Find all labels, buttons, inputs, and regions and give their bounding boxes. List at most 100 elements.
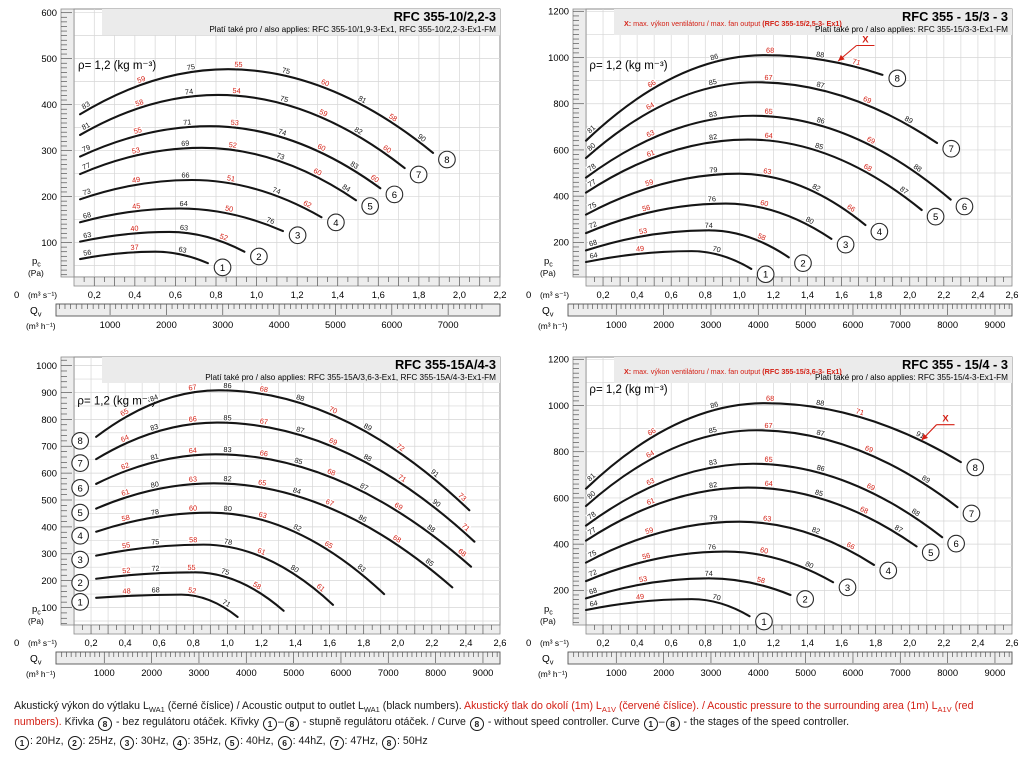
- curve-number-circle: [71, 573, 90, 592]
- curve-label: 75: [281, 65, 291, 76]
- fan-curve-1: [95, 593, 239, 618]
- curve-label: 83: [708, 109, 718, 119]
- x-axis-unit: (m³ s⁻¹): [540, 290, 569, 300]
- caption-segment-red: Akustický tlak do okolí (1m) L: [464, 700, 602, 712]
- curve-number-2: 2: [250, 247, 268, 266]
- y-tick-label: 900: [41, 387, 57, 398]
- curve-number-circle: [71, 526, 90, 545]
- curve-number-circle: [71, 431, 90, 450]
- curve-label: 86: [816, 115, 826, 126]
- curve-label: 52: [122, 566, 131, 576]
- curve-label: 75: [220, 566, 230, 577]
- curve-label: 54: [232, 86, 241, 96]
- curve-label: 58: [756, 575, 766, 586]
- curve-label: 76: [708, 542, 716, 551]
- qv-tick-label: 3000: [189, 667, 210, 678]
- x-zero-label: 0: [14, 638, 19, 649]
- curve-label: 60: [759, 198, 769, 209]
- curve-number-circle: [888, 69, 907, 88]
- curve-number-text: 1: [761, 617, 766, 628]
- curve-label: 53: [131, 145, 141, 156]
- caption-segment: –: [658, 716, 665, 729]
- fan-curve-1: [584, 250, 753, 270]
- qv-axis: [58, 304, 483, 315]
- qv-tick-label: 1000: [606, 667, 627, 678]
- x-tick-label: 2,0: [903, 289, 916, 300]
- curve-number-circle: [955, 197, 974, 216]
- curve-label: 63: [178, 244, 188, 255]
- x-zero-label: 0: [526, 290, 531, 301]
- x-tick-label: 0,6: [665, 289, 678, 300]
- qv-tick-label: 4000: [269, 319, 290, 330]
- x-axis: [594, 277, 1004, 286]
- curve-number-circle: [250, 247, 268, 266]
- caption-segment: : 35Hz,: [187, 735, 225, 748]
- qv-axis-band: [55, 303, 501, 317]
- x-tick-label: 1,4: [331, 289, 344, 300]
- x-tick-label: 1,4: [801, 289, 814, 300]
- curve-number-circle: [838, 578, 857, 597]
- curve-number-circle: [947, 534, 965, 553]
- caption-segment: Křivka: [61, 716, 98, 729]
- fan-curve-4: [79, 178, 323, 219]
- chart-element: v: [550, 310, 554, 319]
- qv-tick-label: 5000: [283, 667, 304, 678]
- y-tick-label: 100: [41, 602, 57, 613]
- curve-label: 60: [759, 545, 769, 555]
- curve-number-5: 5: [926, 207, 945, 226]
- chart-element: c: [37, 610, 41, 617]
- curve-number-circle: [794, 254, 812, 273]
- curve-number-text: 4: [78, 531, 83, 542]
- qv-tick-label: 6000: [381, 319, 402, 330]
- curve-number-text: 8: [895, 74, 900, 85]
- plot-area: [585, 8, 1013, 278]
- chart-element: p: [32, 256, 37, 267]
- y-tick-label: 300: [41, 548, 57, 559]
- fan-curve-3: [584, 550, 835, 584]
- qv-tick-label: 1000: [94, 667, 115, 678]
- qv-tick-label: 1000: [100, 319, 121, 330]
- x-tick-label: 2,2: [937, 637, 950, 648]
- curve-label: 63: [82, 230, 92, 240]
- fan-curve-8: [79, 68, 435, 154]
- curve-number-text: 1: [78, 597, 83, 608]
- curve-label: 80: [223, 504, 232, 514]
- y-axis: [61, 12, 72, 276]
- curve-number-5: 5: [361, 197, 380, 215]
- curve-label: 85: [708, 425, 718, 436]
- y-axis-ruler: [572, 8, 587, 278]
- chart-element: (RFC 355-15/2,5-3- Ex1): [762, 19, 842, 28]
- y-tick-label: 1000: [548, 52, 569, 63]
- curve-number-text: 7: [416, 170, 421, 181]
- curve-number-2: 2: [796, 590, 815, 608]
- qv-tick-label: 1000: [606, 319, 627, 330]
- fan-curve-8: [584, 54, 884, 142]
- y-tick-label: 1200: [548, 6, 569, 17]
- curve-ref-badge: 6: [277, 736, 292, 751]
- x-tick-label: 0,2: [597, 289, 610, 300]
- y-tick-label: 800: [41, 414, 57, 425]
- curve-label: 58: [121, 513, 131, 524]
- marker-arrowhead: [838, 54, 845, 61]
- x-tick-label: 1,8: [869, 637, 882, 648]
- curve-number-text: 3: [78, 555, 83, 566]
- qv-tick-label: 7000: [890, 667, 911, 678]
- curve-label: 66: [259, 448, 268, 458]
- qv-axis-name: Qv: [542, 654, 554, 667]
- chart-title: RFC 355 - 15/4 - 3: [902, 357, 1008, 372]
- curve-number-2: 2: [71, 573, 90, 592]
- qv-axis-band: [55, 651, 501, 665]
- fan-curve-6: [95, 453, 473, 568]
- fan-curve-2: [584, 577, 792, 600]
- y-tick-label: 600: [553, 144, 569, 155]
- curve-ref-badge: 8: [382, 736, 397, 751]
- curve-number-circle: [71, 550, 90, 569]
- curve-ref-badge: 8: [469, 717, 484, 732]
- x-tick-label: 0,2: [597, 637, 610, 648]
- curve-label: 70: [712, 592, 722, 603]
- curve-label: 69: [181, 139, 190, 148]
- curve-label: 49: [131, 175, 141, 185]
- chart-element: (RFC 355-15/3,6-3- Ex1): [762, 367, 842, 376]
- y-tick-label: 200: [41, 575, 57, 586]
